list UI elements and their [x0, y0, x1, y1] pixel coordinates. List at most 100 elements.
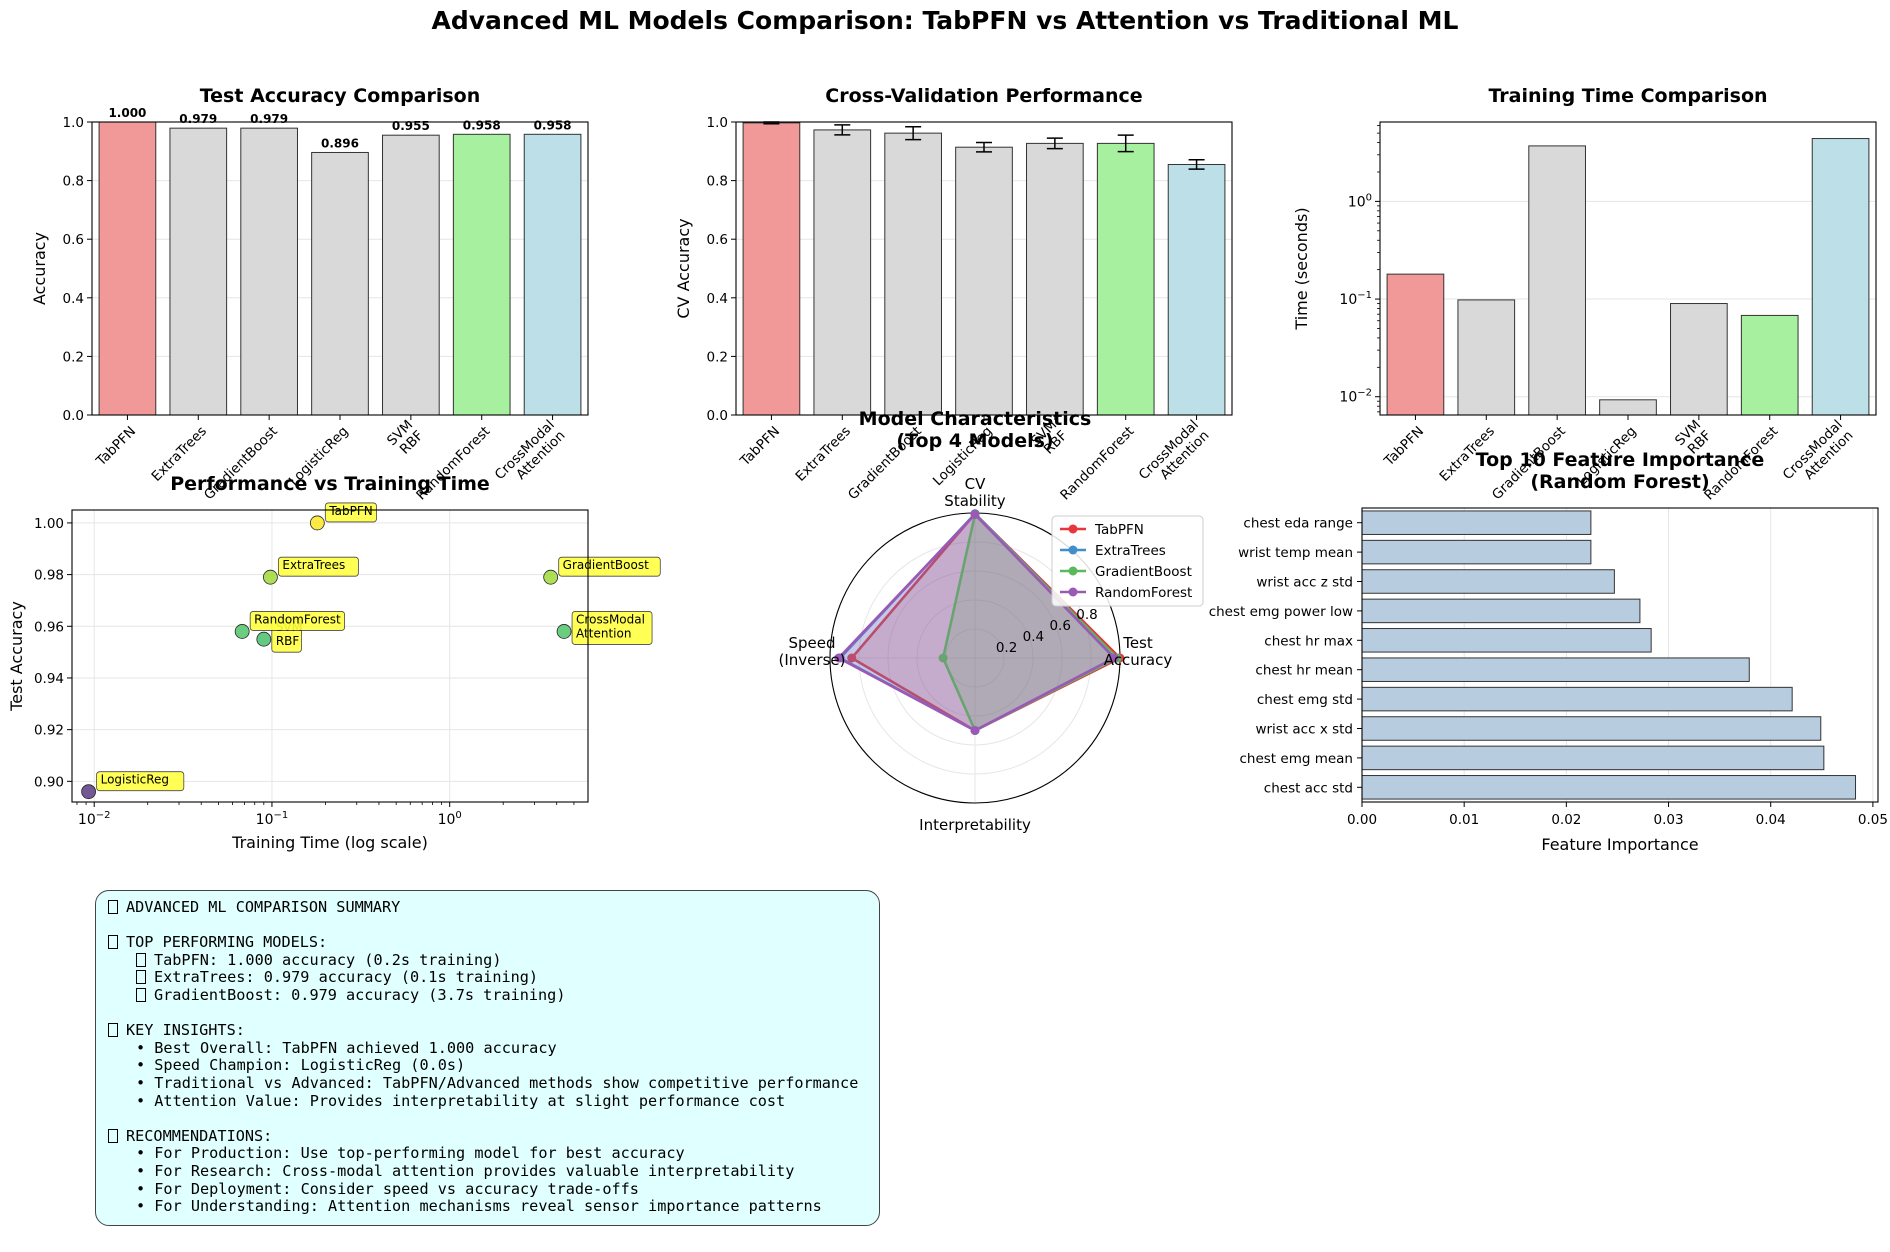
y-tick-label: chest emg power low: [1209, 604, 1353, 620]
bar: [742, 122, 801, 416]
point-annotation-label: CrossModal Attention: [576, 612, 645, 640]
bar: [1361, 716, 1822, 741]
y-tick-label: 1.0: [63, 115, 84, 131]
y-axis-label: CV Accuracy: [674, 218, 693, 318]
svg-text:CrossModalAttention: CrossModalAttention: [492, 417, 569, 494]
summary-text: • For Understanding: Attention mechanism…: [136, 1197, 822, 1216]
bar: [1361, 510, 1592, 535]
x-tick-label: 0.01: [1449, 812, 1479, 828]
summary-text: GradientBoost: 0.979 accuracy (3.7s trai…: [154, 985, 566, 1004]
scatter-point: [543, 569, 559, 585]
bar: [1361, 657, 1750, 682]
radar-point: [938, 653, 948, 663]
data-label: 0.979: [250, 112, 288, 126]
scatter-point: [262, 569, 278, 585]
radar-axis-label: Speed (Inverse): [779, 634, 846, 669]
point-annotation-label: GradientBoost: [563, 558, 649, 572]
data-label: 0.979: [179, 112, 217, 126]
summary-line: RECOMMENDATIONS:: [108, 1126, 867, 1146]
scatter-point: [256, 631, 272, 647]
legend-marker: [1068, 524, 1078, 534]
radar-axis-label: CV Stability: [944, 475, 1006, 510]
x-tick-label: TabPFN: [93, 423, 140, 470]
summary-text: RECOMMENDATIONS:: [126, 1126, 273, 1145]
y-tick-label: chest emg mean: [1239, 751, 1353, 767]
figure-suptitle: Advanced ML Models Comparison: TabPFN vs…: [432, 6, 1459, 35]
x-tick-label: 0.04: [1756, 812, 1786, 828]
x-tick-label: TabPFN: [737, 423, 784, 470]
x-tick-label: 0.03: [1654, 812, 1684, 828]
summary-line: • Attention Value: Provides interpretabi…: [108, 1091, 867, 1111]
missing-glyph-icon: [136, 970, 146, 985]
summary-line: • For Production: Use top-performing mod…: [108, 1145, 867, 1163]
x-tick-label: 100: [438, 810, 462, 828]
bar: [1167, 163, 1226, 416]
bar: [1811, 138, 1870, 416]
svg-text:CrossModalAttention: CrossModalAttention: [1136, 417, 1213, 494]
axes-frame: [71, 509, 589, 803]
y-tick-label: 0.90: [34, 774, 64, 790]
radar-axis-label: Interpretability: [919, 816, 1031, 834]
missing-glyph-icon: [108, 900, 118, 914]
svg-text:RandomForest: RandomForest: [1057, 423, 1137, 503]
bar: [523, 133, 582, 416]
summary-text: • Attention Value: Provides interpretabi…: [136, 1091, 786, 1110]
bar: [1740, 314, 1799, 416]
summary-text: TOP PERFORMING MODELS:: [126, 933, 328, 952]
x-tick-label: RandomForest: [1057, 423, 1137, 503]
legend-marker: [1068, 566, 1078, 576]
chart-test_accuracy: 0.00.20.40.60.81.0TabPFN1.000ExtraTrees0…: [30, 85, 589, 503]
x-tick-label: 10−2: [78, 810, 111, 828]
chart-title: Cross-Validation Performance: [825, 85, 1142, 107]
x-axis-label: Feature Importance: [1541, 835, 1698, 854]
x-tick-label: CrossModalAttention: [492, 417, 569, 494]
y-tick-label: 0.98: [34, 568, 64, 584]
data-label: 0.955: [392, 119, 430, 133]
y-tick-label: 1.00: [34, 516, 64, 532]
missing-glyph-icon: [136, 987, 146, 1002]
y-axis-label: Time (seconds): [1292, 207, 1311, 330]
chart-radar: 0.2 0.4 0.6 0.8 Test Accuracy CV Stability Speed…: [779, 408, 1204, 834]
axes-frame: [91, 121, 589, 416]
point-annotation-box: [277, 556, 359, 577]
data-label: 0.958: [534, 118, 572, 132]
point-annotation-box: [249, 611, 345, 631]
point-annotation-box: [571, 611, 653, 645]
radar-axis-label: Test Accuracy: [1104, 634, 1173, 669]
axes-frame: [735, 121, 1233, 416]
y-axis-label: Accuracy: [30, 232, 49, 305]
bar: [1457, 299, 1516, 416]
y-tick-label: 0.4: [707, 291, 728, 307]
legend-label: RandomForest: [1095, 585, 1192, 601]
bar: [1386, 273, 1445, 416]
bar: [1361, 598, 1641, 624]
bar: [955, 146, 1013, 416]
svg-text:SVMRBF: SVMRBF: [384, 417, 427, 460]
point-annotation-box: [558, 556, 661, 577]
bar: [98, 121, 157, 416]
y-tick-label: wrist temp mean: [1238, 545, 1353, 561]
x-tick-label: CrossModalAttention: [1780, 417, 1857, 483]
y-tick-label: 10−1: [1339, 290, 1372, 308]
summary-line: TOP PERFORMING MODELS:: [108, 933, 867, 952]
radar-point: [1109, 653, 1119, 663]
legend-frame: [1051, 515, 1204, 607]
point-annotation-label: LogisticReg: [101, 773, 169, 787]
bar: [311, 151, 369, 416]
bar: [1361, 775, 1857, 800]
summary-line: • For Deployment: Consider speed vs accu…: [108, 1180, 867, 1199]
chart-perf_vs_time: 0.90 0.92 0.94 0.96 0.98 1.00 10−2 10−1 100 TabPF…: [7, 473, 661, 852]
summary-line: GradientBoost: 0.979 accuracy (3.7s trai…: [108, 985, 867, 1005]
summary-text: • Best Overall: TabPFN achieved 1.000 ac…: [136, 1038, 557, 1057]
chart-title: Top 10 Feature Importance (Random Forest): [1476, 449, 1765, 493]
summary-text: TabPFN: 1.000 accuracy (0.2s training): [154, 950, 502, 969]
summary-text: • For Research: Cross-modal attention pr…: [136, 1161, 795, 1180]
missing-glyph-icon: [108, 1023, 118, 1038]
point-annotation-label: TabPFN: [328, 504, 372, 518]
y-tick-label: wrist acc z std: [1256, 575, 1353, 591]
bar: [382, 134, 440, 416]
missing-glyph-icon: [108, 935, 118, 950]
point-annotation-box: [96, 771, 185, 792]
